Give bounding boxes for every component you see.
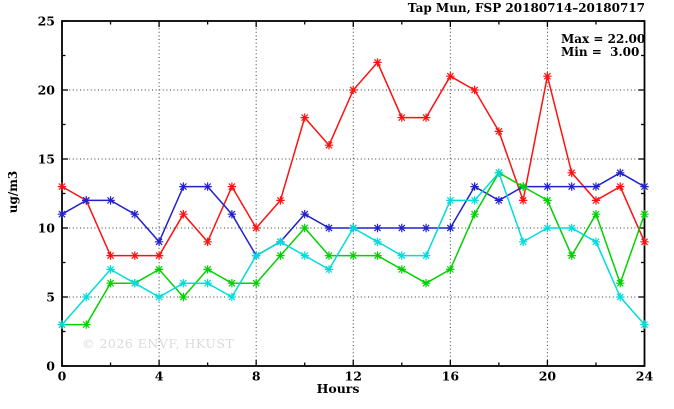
svg-text:12: 12 <box>345 369 362 384</box>
chart-title: Tap Mun, FSP 20180714–20180717 <box>407 1 645 15</box>
watermark: © 2026 ENVF, HKUST <box>82 336 235 351</box>
x-tick-labels: 0 4 8 12 16 20 24 <box>58 369 654 384</box>
series-blue <box>57 168 649 260</box>
svg-text:16: 16 <box>442 369 460 384</box>
y-tick-labels: 0 5 10 15 20 25 <box>38 14 56 374</box>
series-red-markers <box>57 58 649 260</box>
plot-border <box>61 20 646 367</box>
series-cyan-markers <box>57 168 649 329</box>
legend: Max = 22.00 Min = 3.00 <box>561 33 645 59</box>
svg-text:8: 8 <box>252 369 261 384</box>
series-blue-markers <box>57 168 649 260</box>
legend-max-label: Max = 22.00 <box>561 32 646 46</box>
x-axis-label: Hours <box>316 381 360 396</box>
axis-ticks <box>61 20 646 367</box>
svg-text:24: 24 <box>636 369 654 384</box>
svg-text:25: 25 <box>38 14 55 29</box>
svg-text:10: 10 <box>38 221 56 236</box>
svg-text:4: 4 <box>155 369 164 384</box>
series-red <box>57 58 649 260</box>
svg-text:0: 0 <box>46 359 55 374</box>
series-cyan <box>57 168 649 329</box>
series-blue-line <box>61 171 645 257</box>
legend-min-label: Min = 3.00 <box>561 45 640 59</box>
svg-text:5: 5 <box>46 290 55 305</box>
gridlines <box>62 21 645 366</box>
y-axis-label: ug/m3 <box>6 170 20 214</box>
svg-text:20: 20 <box>38 83 56 98</box>
svg-text:0: 0 <box>58 369 67 384</box>
svg-text:20: 20 <box>539 369 557 384</box>
svg-text:15: 15 <box>38 152 55 167</box>
